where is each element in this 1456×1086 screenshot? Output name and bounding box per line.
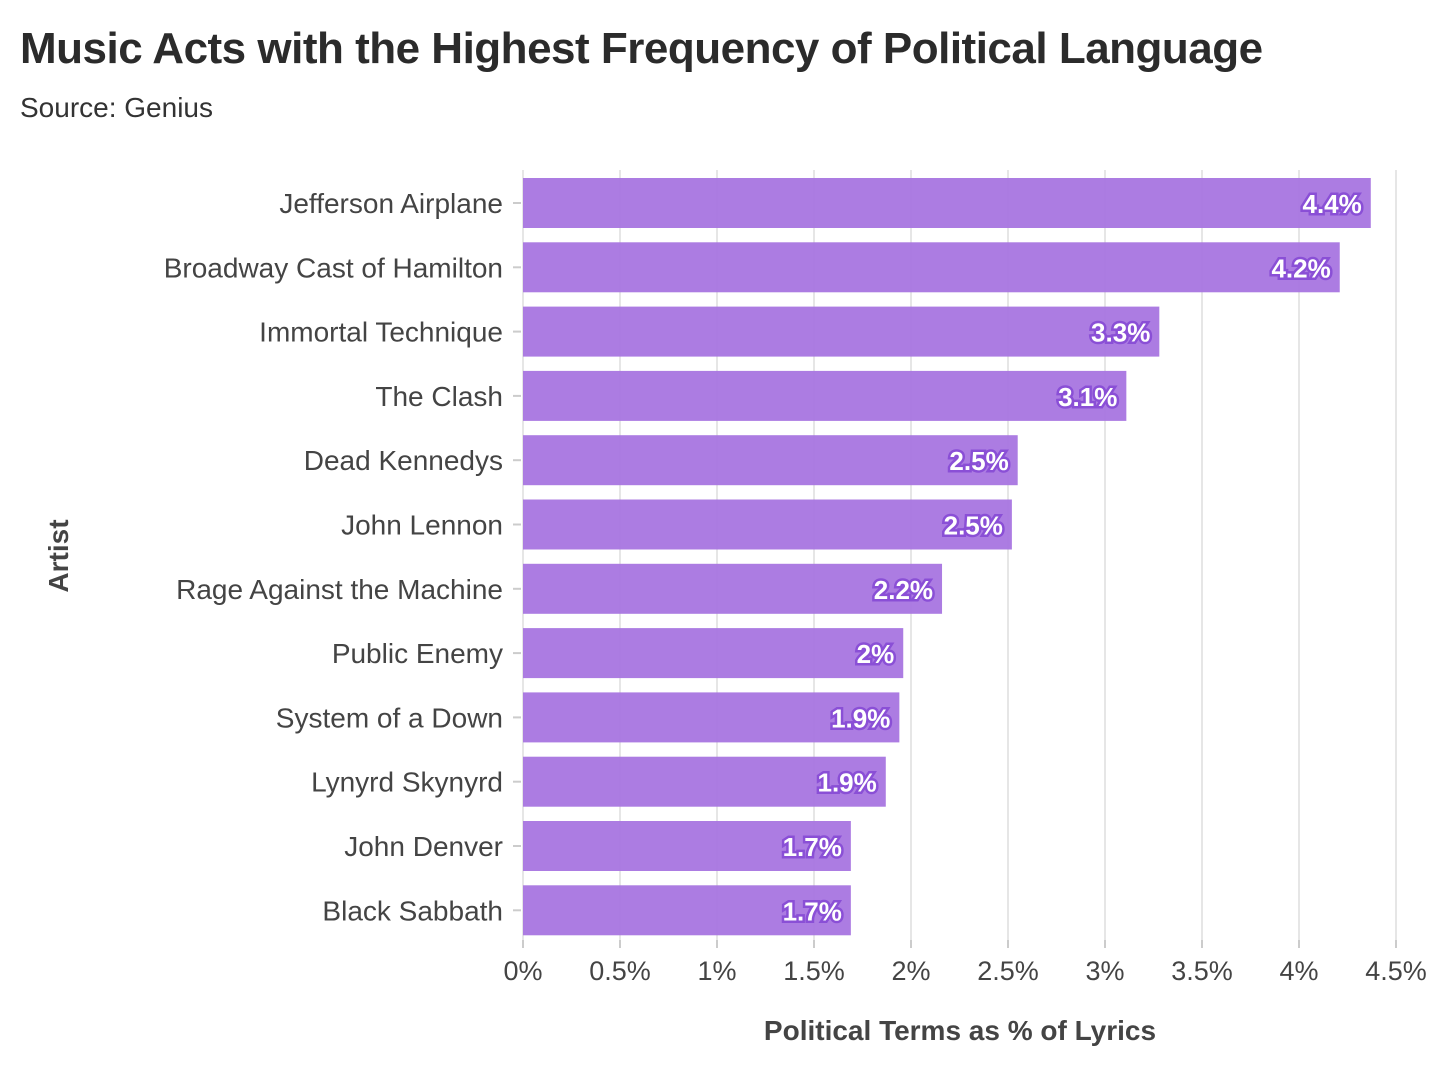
- category-label: Dead Kennedys: [304, 445, 503, 476]
- category-label: John Lennon: [341, 510, 503, 541]
- x-tick-label: 2.5%: [977, 956, 1039, 986]
- x-axis-label: Political Terms as % of Lyrics: [764, 1015, 1156, 1046]
- bar: [523, 435, 1018, 486]
- category-label: Lynyrd Skynyrd: [311, 767, 503, 798]
- category-label: Black Sabbath: [322, 895, 503, 926]
- x-tick-label: 1%: [697, 956, 736, 986]
- category-label: System of a Down: [276, 702, 503, 733]
- x-tick-label: 0%: [503, 956, 542, 986]
- data-label: 3.3%: [1091, 318, 1150, 348]
- bar: [523, 628, 904, 679]
- data-label: 3.1%: [1058, 382, 1117, 412]
- x-tick-label: 0.5%: [589, 956, 651, 986]
- bar: [523, 885, 851, 936]
- bar: [523, 370, 1127, 421]
- category-label: Rage Against the Machine: [176, 574, 503, 605]
- category-label: Public Enemy: [332, 638, 503, 669]
- category-label: The Clash: [375, 381, 503, 412]
- data-label: 2.5%: [944, 511, 1003, 541]
- data-label: 4.4%: [1303, 189, 1362, 219]
- data-label: 1.7%: [783, 832, 842, 862]
- data-label: 1.9%: [831, 703, 890, 733]
- bar: [523, 756, 886, 807]
- category-label: Immortal Technique: [259, 317, 503, 348]
- bar: [523, 821, 851, 871]
- x-tick-label: 3.5%: [1171, 956, 1233, 986]
- y-axis-label: Artist: [43, 519, 74, 592]
- category-label: Broadway Cast of Hamilton: [164, 252, 503, 283]
- bar: [523, 178, 1371, 228]
- bar: [523, 306, 1160, 357]
- chart-title: Music Acts with the Highest Frequency of…: [20, 24, 1263, 73]
- chart-subtitle: Source: Genius: [20, 92, 213, 123]
- bar: [523, 242, 1340, 293]
- x-tick-label: 4%: [1279, 956, 1318, 986]
- x-tick-label: 4.5%: [1365, 956, 1427, 986]
- data-label: 2.5%: [949, 446, 1008, 476]
- bar: [523, 563, 943, 614]
- bar: [523, 499, 1012, 550]
- data-label: 4.2%: [1271, 253, 1330, 283]
- x-tick-label: 2%: [891, 956, 930, 986]
- data-label: 2%: [857, 639, 895, 669]
- x-tick-label: 1.5%: [783, 956, 845, 986]
- category-label: John Denver: [344, 831, 503, 862]
- category-label: Jefferson Airplane: [279, 188, 503, 219]
- data-label: 1.7%: [783, 896, 842, 926]
- data-label: 2.2%: [874, 575, 933, 605]
- data-label: 1.9%: [818, 768, 877, 798]
- x-tick-label: 3%: [1085, 956, 1124, 986]
- bar: [523, 692, 900, 743]
